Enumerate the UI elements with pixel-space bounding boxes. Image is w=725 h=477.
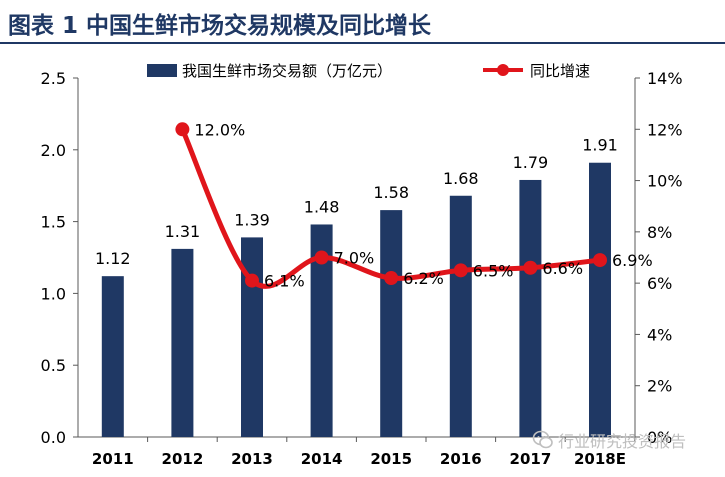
bar [310,224,333,437]
y2-tick-label: 8% [647,223,672,242]
legend-bar-swatch [147,64,177,77]
x-tick-label: 2012 [162,450,204,468]
x-tick-label: 2013 [231,450,273,468]
bar [519,179,542,437]
x-tick-label: 2016 [440,450,482,468]
bar-label: 1.48 [304,197,340,216]
watermark: 行业研究投资报告 [532,428,686,452]
y2-tick-label: 6% [647,274,672,293]
growth-point [314,250,329,265]
y-tick-label: 1.0 [41,284,66,303]
bar [171,248,194,437]
growth-label: 7.0% [334,249,375,268]
bar [241,237,263,437]
title-divider [0,42,725,44]
y2-tick-label: 14% [647,69,683,88]
growth-point [384,271,399,286]
watermark-text: 行业研究投资报告 [558,432,687,451]
x-tick-label: 2015 [370,450,412,468]
bar-label: 1.39 [234,210,270,229]
y-tick-label: 0.5 [41,356,66,375]
growth-point [175,122,190,137]
wechat-icon [532,430,553,449]
bar [589,162,611,437]
y2-tick-label: 0% [647,428,672,447]
bar-label: 1.79 [513,153,549,172]
title-bar: 图表 1 中国生鲜市场交易规模及同比增长 [0,0,725,44]
legend-line-label: 同比增速 [530,62,590,80]
bar-label: 1.31 [165,222,201,241]
y-tick-label: 1.5 [41,213,66,232]
growth-point [453,263,468,278]
bar-label: 1.58 [373,183,409,202]
growth-point [523,260,538,275]
legend-line-marker [497,64,509,76]
chart-title: 图表 1 中国生鲜市场交易规模及同比增长 [8,13,432,39]
growth-point [245,273,259,288]
bar-label: 1.91 [582,136,618,155]
y-tick-label: 0.0 [41,428,66,447]
x-tick-label: 2018E [574,450,626,468]
legend-bar-label: 我国生鲜市场交易额（万亿元） [182,62,392,80]
growth-point [593,253,607,268]
y2-tick-label: 10% [647,172,683,191]
growth-label: 6.5% [473,261,514,280]
bar [449,195,472,437]
bar [380,210,403,437]
y-tick-label: 2.0 [41,141,66,160]
x-tick-label: 2017 [510,450,552,468]
y-tick-label: 2.5 [41,69,66,88]
y2-tick-label: 12% [647,120,683,139]
growth-label: 12.0% [194,120,245,139]
bar-label: 1.12 [95,249,131,268]
bar [101,276,124,437]
growth-label: 6.1% [264,272,305,291]
growth-label: 6.2% [403,269,444,288]
y2-tick-label: 2% [647,377,672,396]
x-tick-label: 2011 [92,450,134,468]
growth-label: 6.6% [542,259,583,278]
y2-tick-label: 4% [647,325,672,344]
bar-label: 1.68 [443,169,479,188]
growth-label: 6.9% [612,251,653,270]
x-tick-label: 2014 [301,450,343,468]
